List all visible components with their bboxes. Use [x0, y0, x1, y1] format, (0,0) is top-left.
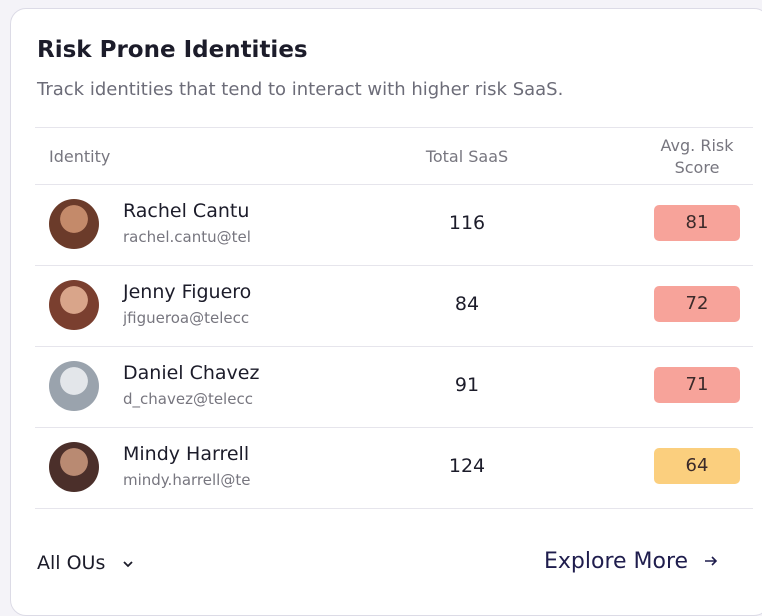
filter-label: All OUs	[37, 552, 105, 574]
column-header: Identity	[49, 147, 110, 166]
identity-email: d_chavez@telecc	[123, 390, 281, 408]
identity-email: rachel.cantu@tel	[123, 228, 281, 246]
link-label: Explore More	[544, 549, 688, 574]
card-title: Risk Prone Identities	[37, 37, 308, 63]
table-row: Jenny Figuero jfigueroa@telecc 84 72	[11, 266, 762, 346]
arrow-icon	[703, 554, 719, 568]
total-saas: 124	[407, 455, 527, 477]
total-saas: 84	[407, 293, 527, 315]
table-row: Rachel Cantu rachel.cantu@tel 116 81	[11, 185, 762, 265]
page: Risk Prone Identities Track identities t…	[0, 0, 762, 608]
ou-filter[interactable]: All OUs	[37, 552, 135, 574]
identity-name: Rachel Cantu	[123, 200, 249, 222]
avatar	[49, 442, 99, 492]
avatar	[49, 361, 99, 411]
total-saas: 91	[407, 374, 527, 396]
card: Risk Prone Identities Track identities t…	[10, 8, 762, 616]
total-saas: 116	[407, 212, 527, 234]
avatar	[49, 199, 99, 249]
column-header: Avg. Risk Score	[641, 135, 753, 179]
risk-score-badge: 81	[654, 205, 740, 241]
divider	[35, 508, 753, 509]
avatar	[49, 280, 99, 330]
table-row: Daniel Chavez d_chavez@telecc 91 71	[11, 347, 762, 427]
identity-email: jfigueroa@telecc	[123, 309, 281, 327]
identity-name: Mindy Harrell	[123, 443, 249, 465]
divider	[35, 127, 753, 128]
risk-score-badge: 64	[654, 448, 740, 484]
table-row: Mindy Harrell mindy.harrell@te 124 64	[11, 428, 762, 508]
identity-name: Daniel Chavez	[123, 362, 259, 384]
risk-score-badge: 72	[654, 286, 740, 322]
chevron-icon	[121, 559, 135, 569]
identity-name: Jenny Figuero	[123, 281, 251, 303]
card-subtitle: Track identities that tend to interact w…	[37, 79, 563, 100]
identity-email: mindy.harrell@te	[123, 471, 281, 489]
explore-more-link[interactable]: Explore More	[544, 549, 719, 574]
column-header: Total SaaS	[407, 147, 527, 166]
risk-score-badge: 71	[654, 367, 740, 403]
